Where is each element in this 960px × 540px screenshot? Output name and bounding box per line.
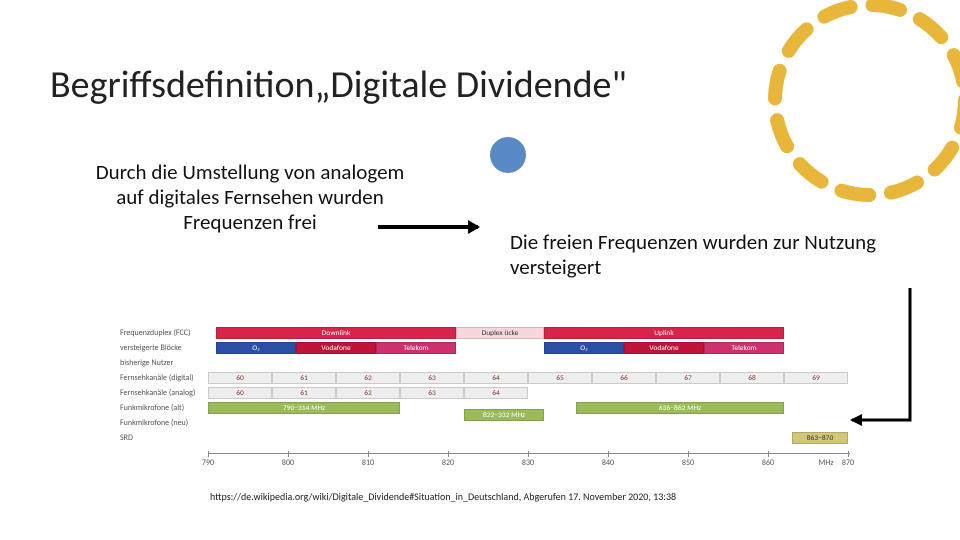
- x-tick: [528, 451, 529, 457]
- spectrum-segment: 69: [784, 372, 848, 384]
- row-track: 863–870: [208, 432, 850, 444]
- x-tick: [448, 451, 449, 457]
- chart-row: SRD 863–870: [120, 430, 850, 446]
- spectrum-segment: 66: [592, 372, 656, 384]
- spectrum-segment: 61: [272, 387, 336, 399]
- row-label: Frequenzduplex (FCC): [120, 328, 208, 338]
- spectrum-segment: 67: [656, 372, 720, 384]
- spectrum-segment: Uplink: [544, 327, 784, 339]
- spectrum-segment: 61: [272, 372, 336, 384]
- spectrum-segment: 64: [464, 372, 528, 384]
- row-track: O₂VodafoneTelekomO₂VodafoneTelekom: [208, 342, 850, 354]
- row-track: [208, 417, 850, 429]
- decoration-circle: [490, 137, 526, 173]
- x-tick-label: 820: [442, 458, 454, 468]
- spectrum-segment: 63: [400, 387, 464, 399]
- spectrum-segment: 64: [464, 387, 528, 399]
- spectrum-segment: 863–870: [792, 432, 848, 444]
- row-track: [208, 357, 850, 369]
- x-tick-label: 850: [682, 458, 694, 468]
- chart-row: Fernsehkanäle (analog)6061626364: [120, 385, 850, 401]
- chart-row: versteigerte BlöckeO₂VodafoneTelekomO₂Vo…: [120, 340, 850, 356]
- x-tick: [368, 451, 369, 457]
- x-tick-label: 830: [522, 458, 534, 468]
- x-tick-label: 800: [282, 458, 294, 468]
- x-tick: [608, 451, 609, 457]
- x-tick-label: 840: [602, 458, 614, 468]
- spectrum-segment: Telekom: [376, 342, 456, 354]
- spectrum-segment: Vodafone: [624, 342, 704, 354]
- row-label: Fernsehkanäle (digital): [120, 373, 208, 383]
- spectrum-segment: 60: [208, 387, 272, 399]
- x-tick: [688, 451, 689, 457]
- x-tick: [768, 451, 769, 457]
- row-track: 60616263646566676869: [208, 372, 850, 384]
- row-track: 6061626364: [208, 387, 850, 399]
- spectrum-segment: 68: [720, 372, 784, 384]
- spectrum-segment: 65: [528, 372, 592, 384]
- row-track: DownlinkDuplex ückeUplink: [208, 327, 850, 339]
- spectrum-segment: 60: [208, 372, 272, 384]
- chart-row: Frequenzduplex (FCC)DownlinkDuplex ückeU…: [120, 325, 850, 341]
- row-label: Fernsehkanäle (analog): [120, 388, 208, 398]
- row-label: bisherige Nutzer: [120, 358, 208, 368]
- spectrum-segment: Duplex ücke: [456, 327, 544, 339]
- x-tick-label: 790: [202, 458, 214, 468]
- chart-row: Funkmikrofone (neu): [120, 415, 850, 431]
- spectrum-segment: 62: [336, 387, 400, 399]
- spectrum-segment: 636–862 MHz: [576, 402, 784, 414]
- spectrum-segment: O₂: [216, 342, 296, 354]
- x-tick-label: 860: [762, 458, 774, 468]
- row-label: SRD: [120, 433, 208, 443]
- chart-row: Fernsehkanäle (digital)60616263646566676…: [120, 370, 850, 386]
- arrow-1: [378, 225, 478, 229]
- spectrum-segment: 790–314 MHz: [208, 402, 400, 414]
- chart-row: Funkmikrofone (alt)790–314 MHz822–332 MH…: [120, 400, 850, 416]
- paragraph-1: Durch die Umstellung von analogem auf di…: [95, 160, 405, 236]
- spectrum-segment: Downlink: [216, 327, 456, 339]
- x-tick: [208, 451, 209, 457]
- spectrum-segment: Vodafone: [296, 342, 376, 354]
- row-label: versteigerte Blöcke: [120, 343, 208, 353]
- x-tick-label: 870: [842, 458, 854, 468]
- paragraph-2: Die freien Frequenzen wurden zur Nutzung…: [510, 230, 890, 280]
- spectrum-segment: Telekom: [704, 342, 784, 354]
- x-tick: [288, 451, 289, 457]
- chart-row: bisherige Nutzer: [120, 355, 850, 371]
- citation: https://de.wikipedia.org/wiki/Digitale_D…: [210, 490, 676, 503]
- spectrum-segment: O₂: [544, 342, 624, 354]
- x-unit: MHz: [819, 458, 834, 468]
- row-label: Funkmikrofone (alt): [120, 403, 208, 413]
- x-tick: [848, 451, 849, 457]
- x-tick-label: 810: [362, 458, 374, 468]
- row-label: Funkmikrofone (neu): [120, 418, 208, 428]
- spectrum-segment: 63: [400, 372, 464, 384]
- spectrum-segment: 62: [336, 372, 400, 384]
- spectrum-chart: Frequenzduplex (FCC)DownlinkDuplex ückeU…: [120, 325, 850, 475]
- slide-title: Begriffsdefinition„Digitale Dividende": [50, 62, 627, 108]
- row-track: 790–314 MHz822–332 MHz636–862 MHz: [208, 402, 850, 414]
